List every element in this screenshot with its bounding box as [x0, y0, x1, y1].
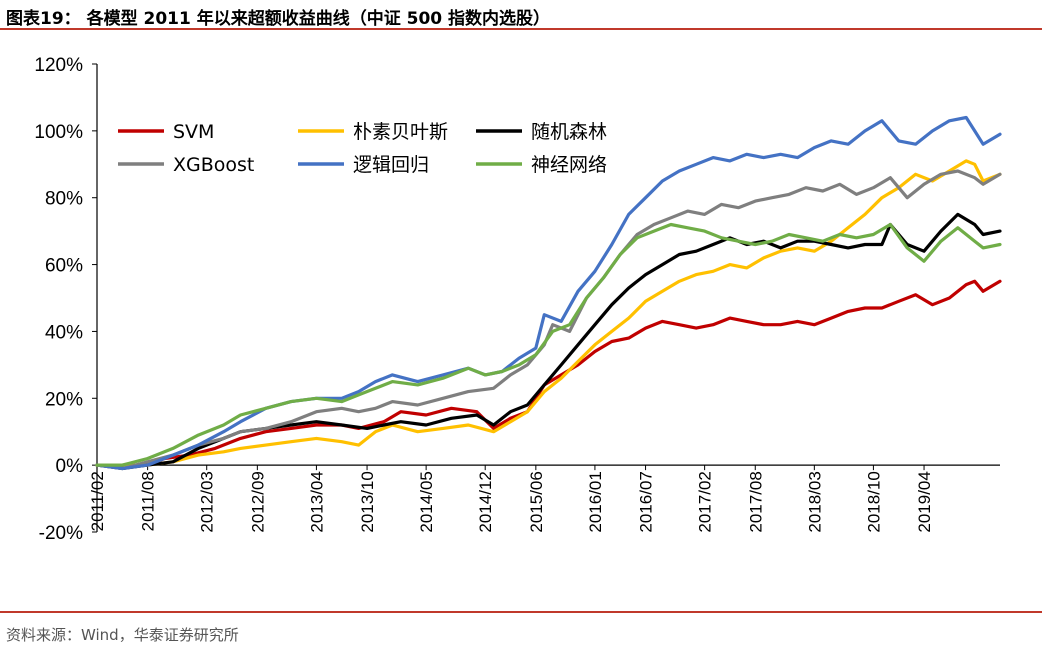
legend: SVM 朴素贝叶斯 随机森林 XGBoost 逻辑回归 神经网络	[118, 121, 607, 176]
x-tick-label: 2011/02	[88, 471, 107, 531]
source-note: 资料来源：Wind，华泰证券研究所	[6, 626, 239, 644]
legend-label: XGBoost	[173, 154, 254, 176]
x-tick-label: 2013/04	[307, 471, 326, 532]
x-tick-label: 2018/10	[864, 471, 883, 532]
footer-divider	[0, 611, 1042, 613]
x-tick-label: 2011/08	[139, 471, 158, 531]
figure-title: 图表19： 各模型 2011 年以来超额收益曲线（中证 500 指数内选股）	[6, 9, 551, 29]
y-tick-label: 0%	[56, 456, 84, 477]
y-tick-label: 120%	[34, 55, 83, 76]
series-line	[95, 212, 1002, 471]
x-axis: 2011/02 2011/08 2012/03 2012/09 2013/04 2013/…	[88, 464, 1000, 533]
x-tick-label: 2013/10	[358, 471, 377, 532]
y-axis: -20% 0% 20% 40% 60% 80% 100% 120%	[34, 55, 98, 544]
y-tick-label: -20%	[39, 523, 83, 544]
y-tick-label: 100%	[34, 122, 83, 143]
legend-label: 逻辑回归	[353, 154, 429, 176]
legend-label: 朴素贝叶斯	[353, 121, 448, 143]
legend-label: SVM	[173, 121, 214, 143]
x-tick-label: 2017/08	[746, 471, 765, 532]
x-tick-label: 2016/07	[637, 471, 656, 532]
x-tick-label: 2014/12	[476, 471, 495, 532]
series-line	[95, 222, 1002, 467]
x-tick-label: 2017/02	[696, 471, 715, 532]
legend-label: 随机森林	[531, 121, 607, 143]
x-tick-label: 2012/03	[198, 471, 217, 532]
y-tick-label: 80%	[45, 189, 83, 210]
y-tick-label: 60%	[45, 256, 83, 277]
x-tick-label: 2019/04	[915, 471, 934, 532]
y-tick-label: 40%	[45, 322, 83, 343]
series-layer	[95, 115, 1002, 471]
x-tick-label: 2014/05	[417, 471, 436, 532]
x-tick-label: 2012/09	[248, 471, 267, 532]
series-line	[95, 159, 1002, 467]
title-divider	[0, 28, 1042, 30]
x-tick-label: 2016/01	[586, 471, 605, 532]
line-chart: -20%0%20%40%60%80%100%120% 2011/02 2011/0…	[34, 55, 1002, 544]
y-tick-label: 20%	[45, 389, 83, 410]
legend-label: 神经网络	[531, 154, 607, 176]
x-tick-label: 2015/06	[527, 471, 546, 532]
x-tick-label: 2018/03	[805, 471, 824, 532]
series-line	[95, 279, 1002, 467]
